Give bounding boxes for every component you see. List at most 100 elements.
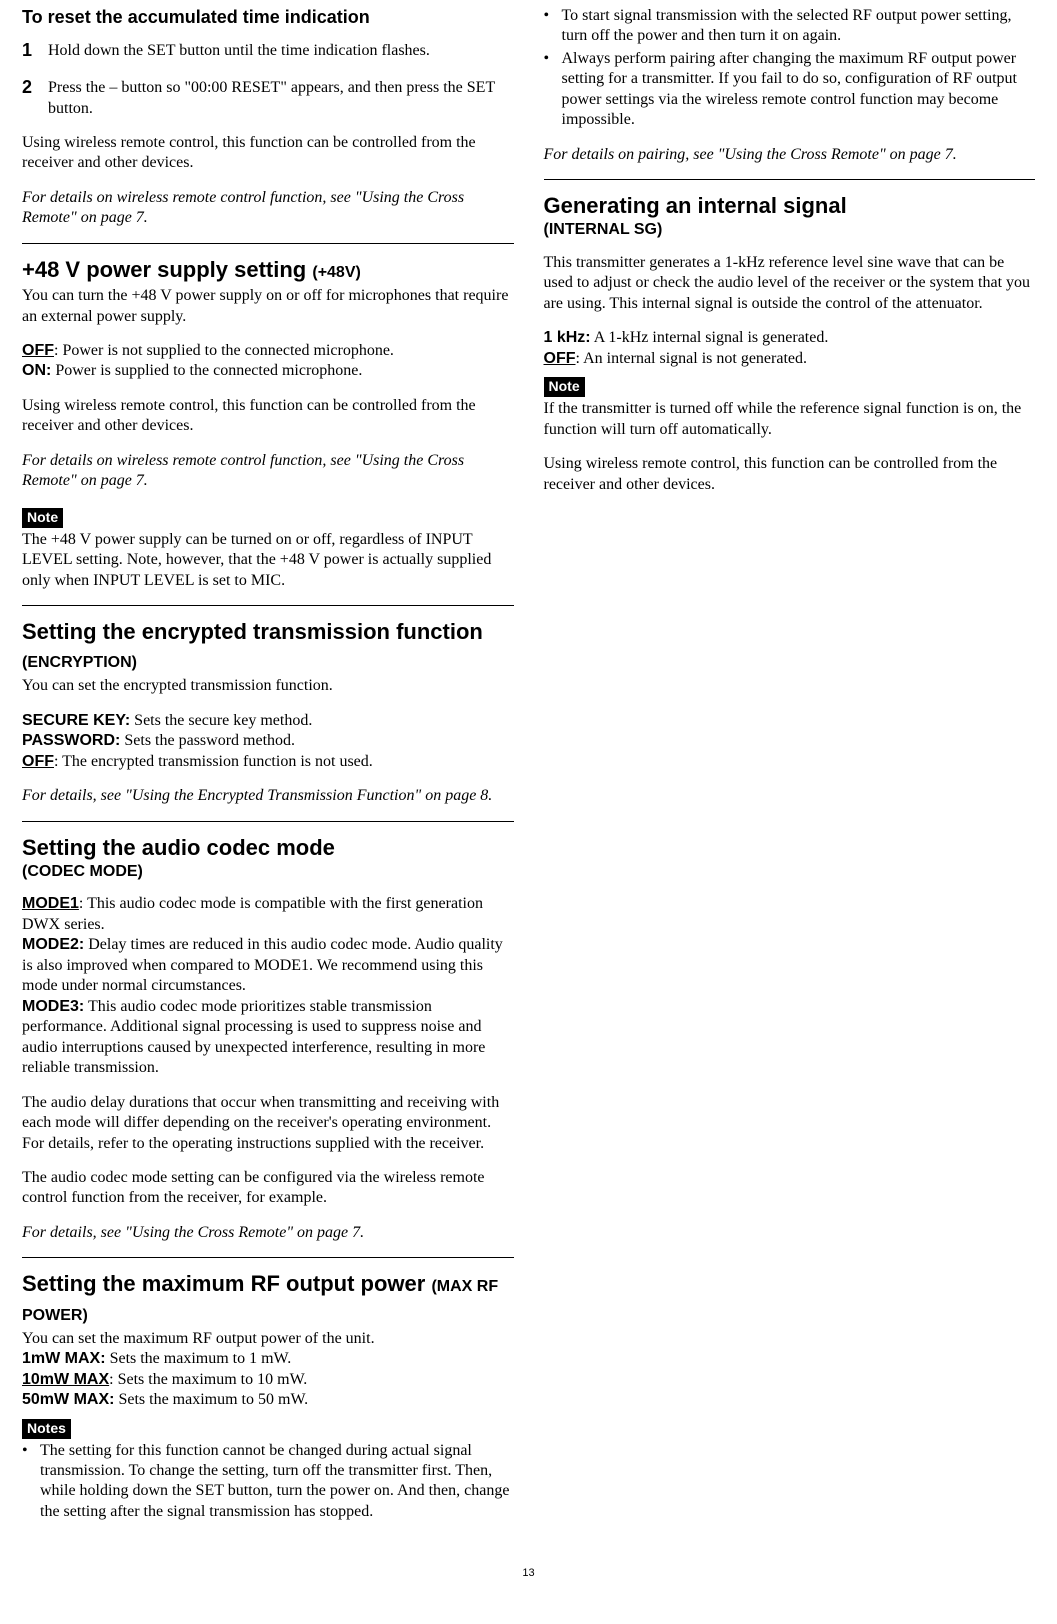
bullet-icon: •	[22, 1441, 40, 1461]
bullet-text: To start signal transmission with the se…	[562, 6, 1036, 47]
option-text: Delay times are reduced in this audio co…	[22, 936, 503, 994]
reference-text: For details, see "Using the Cross Remote…	[22, 1224, 364, 1241]
paragraph: This transmitter generates a 1-kHz refer…	[544, 253, 1036, 314]
option-mode3: MODE3: This audio codec mode prioritizes…	[22, 997, 514, 1079]
option-mode1: MODE1: This audio codec mode is compatib…	[22, 894, 514, 935]
option-mode2: MODE2: Delay times are reduced in this a…	[22, 935, 514, 996]
title-text: Setting the encrypted transmission funct…	[22, 619, 483, 644]
heading-internal-sg: Generating an internal signal	[544, 192, 1036, 220]
reference-text: For details on pairing, see "Using the C…	[544, 146, 957, 163]
step-1: 1 Hold down the SET button until the tim…	[22, 39, 514, 62]
option-10mw: 10mW MAX: Sets the maximum to 10 mW.	[22, 1370, 514, 1390]
list-item: •The setting for this function cannot be…	[22, 1441, 514, 1523]
paragraph: You can set the maximum RF output power …	[22, 1329, 514, 1349]
steps-reset-time: 1 Hold down the SET button until the tim…	[22, 39, 514, 119]
option-1khz: 1 kHz: A 1-kHz internal signal is genera…	[544, 328, 1036, 348]
cross-reference: For details on wireless remote control f…	[22, 451, 514, 492]
page-columns: To reset the accumulated time indication…	[22, 6, 1035, 1536]
heading-reset-time: To reset the accumulated time indication	[22, 6, 514, 29]
paragraph: The audio delay durations that occur whe…	[22, 1093, 514, 1134]
option-label: 10mW MAX	[22, 1371, 109, 1388]
option-password: PASSWORD: Sets the password method.	[22, 731, 514, 751]
option-text: : Power is not supplied to the connected…	[54, 342, 394, 359]
option-text: Power is supplied to the connected micro…	[51, 362, 362, 379]
paragraph: Using wireless remote control, this func…	[544, 454, 1036, 495]
option-text: : Sets the maximum to 10 mW.	[109, 1371, 307, 1388]
list-item: •To start signal transmission with the s…	[544, 6, 1036, 47]
section-divider	[544, 179, 1036, 180]
option-label: MODE2:	[22, 936, 84, 953]
cross-reference: For details, see "Using the Cross Remote…	[22, 1223, 514, 1243]
paragraph: You can turn the +48 V power supply on o…	[22, 286, 514, 327]
bullet-text: The setting for this function cannot be …	[40, 1441, 514, 1523]
option-label: MODE1	[22, 895, 79, 912]
subtitle-text: (ENCRYPTION)	[22, 654, 137, 671]
step-text: Press the – button so "00:00 RESET" appe…	[48, 76, 514, 119]
reference-text: For details on wireless remote control f…	[22, 189, 464, 226]
option-50mw: 50mW MAX: Sets the maximum to 50 mW.	[22, 1390, 514, 1410]
option-on: ON: Power is supplied to the connected m…	[22, 361, 514, 381]
cross-reference: For details, see "Using the Encrypted Tr…	[22, 786, 514, 806]
option-label: OFF	[22, 342, 54, 359]
step-2: 2 Press the – button so "00:00 RESET" ap…	[22, 76, 514, 119]
option-text: : The encrypted transmission function is…	[54, 753, 373, 770]
option-secure-key: SECURE KEY: Sets the secure key method.	[22, 711, 514, 731]
option-off: OFF: The encrypted transmission function…	[22, 752, 514, 772]
option-label: PASSWORD:	[22, 732, 120, 749]
subtitle-text: (INTERNAL SG)	[544, 220, 1036, 240]
reference-text: For details on wireless remote control f…	[22, 452, 464, 489]
option-text: : This audio codec mode is compatible wi…	[22, 895, 483, 932]
option-text: : An internal signal is not generated.	[576, 350, 808, 367]
bullet-icon: •	[544, 49, 562, 69]
note-badge: Note	[544, 377, 585, 397]
note-badge: Note	[22, 508, 63, 528]
option-text: A 1-kHz internal signal is generated.	[591, 329, 829, 346]
title-text: Setting the maximum RF output power	[22, 1271, 431, 1296]
option-label: SECURE KEY:	[22, 712, 130, 729]
paragraph: You can set the encrypted transmission f…	[22, 676, 514, 696]
note-text: The +48 V power supply can be turned on …	[22, 530, 514, 591]
paragraph: For details, refer to the operating inst…	[22, 1134, 514, 1154]
option-text: Sets the maximum to 1 mW.	[106, 1350, 292, 1367]
option-text: Sets the secure key method.	[130, 712, 312, 729]
step-number: 2	[22, 76, 48, 99]
option-label: OFF	[544, 350, 576, 367]
cross-reference: For details on wireless remote control f…	[22, 188, 514, 229]
section-divider	[22, 1257, 514, 1258]
option-text: Sets the password method.	[120, 732, 295, 749]
paragraph: Using wireless remote control, this func…	[22, 396, 514, 437]
paragraph: Using wireless remote control, this func…	[22, 133, 514, 174]
bullet-icon: •	[544, 6, 562, 26]
option-text: This audio codec mode prioritizes stable…	[22, 998, 485, 1076]
option-label: OFF	[22, 753, 54, 770]
section-divider	[22, 821, 514, 822]
page-number: 13	[22, 1566, 1035, 1580]
option-label: 1 kHz:	[544, 329, 591, 346]
option-text: Sets the maximum to 50 mW.	[114, 1391, 308, 1408]
option-1mw: 1mW MAX: Sets the maximum to 1 mW.	[22, 1349, 514, 1369]
heading-encryption: Setting the encrypted transmission funct…	[22, 618, 514, 674]
heading-48v: +48 V power supply setting (+48V)	[22, 256, 514, 284]
step-text: Hold down the SET button until the time …	[48, 39, 514, 61]
option-label: 50mW MAX:	[22, 1391, 114, 1408]
option-label: MODE3:	[22, 998, 84, 1015]
heading-rf-power: Setting the maximum RF output power (MAX…	[22, 1270, 514, 1326]
reference-text: For details, see "Using the Encrypted Tr…	[22, 787, 492, 804]
title-text: Setting the audio codec mode	[22, 835, 335, 860]
heading-codec: Setting the audio codec mode	[22, 834, 514, 862]
section-divider	[22, 605, 514, 606]
option-label: 1mW MAX:	[22, 1350, 106, 1367]
note-text: If the transmitter is turned off while t…	[544, 399, 1036, 440]
subtitle-text: (+48V)	[312, 264, 360, 281]
title-text: +48 V power supply setting	[22, 257, 312, 282]
paragraph: The audio codec mode setting can be conf…	[22, 1168, 514, 1209]
section-divider	[22, 243, 514, 244]
bullet-text: Always perform pairing after changing th…	[562, 49, 1036, 131]
notes-badge: Notes	[22, 1419, 71, 1439]
list-item: •Always perform pairing after changing t…	[544, 49, 1036, 131]
cross-reference: For details on pairing, see "Using the C…	[544, 145, 1036, 165]
option-label: ON:	[22, 362, 51, 379]
subtitle-text: (CODEC MODE)	[22, 862, 514, 882]
title-text: Generating an internal signal	[544, 193, 847, 218]
option-off: OFF: Power is not supplied to the connec…	[22, 341, 514, 361]
